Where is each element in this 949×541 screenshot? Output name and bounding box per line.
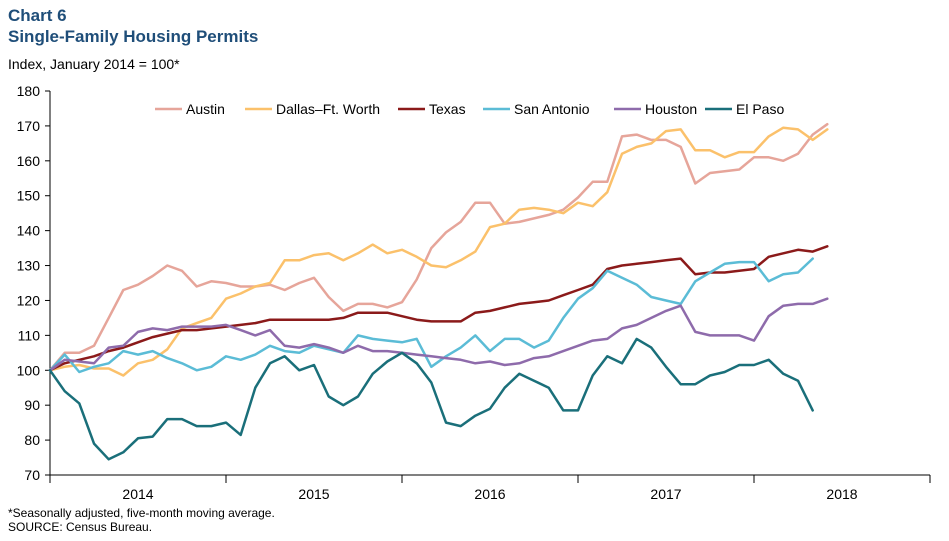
y-tick-label: 150: [17, 188, 41, 204]
y-tick-label: 160: [17, 153, 41, 169]
y-tick-label: 110: [18, 327, 41, 343]
y-tick-label: 130: [17, 258, 41, 274]
series-line-dallas-ft-worth: [48, 126, 829, 377]
legend-label-texas: Texas: [429, 101, 466, 117]
legend-label-austin: Austin: [186, 101, 225, 117]
series-line-texas: [48, 245, 829, 372]
series-line-houston: [48, 297, 829, 372]
y-tick-label: 90: [24, 397, 40, 413]
x-tick-label: 2015: [298, 486, 329, 502]
x-tick-label: 2016: [474, 486, 505, 502]
footnote-source: SOURCE: Census Bureau.: [8, 520, 153, 534]
legend-label-el-paso: El Paso: [736, 101, 784, 117]
chart-axes: 70 80 90 100 110 120 130 140 150 160 170 180 2014 201…: [17, 83, 931, 502]
footnote: *Seasonally adjusted, five-month moving …: [8, 506, 275, 534]
chart-title: Single-Family Housing Permits: [8, 27, 259, 46]
chart-series: [48, 122, 829, 461]
y-tick-label: 100: [17, 362, 41, 378]
x-tick-label: 2014: [122, 486, 153, 502]
y-tick-label: 170: [17, 118, 41, 134]
legend-label-dallas-ft-worth: Dallas–Ft. Worth: [276, 101, 380, 117]
footnote-note: *Seasonally adjusted, five-month moving …: [8, 506, 275, 520]
y-tick-label: 80: [24, 432, 40, 448]
y-tick-label: 120: [17, 292, 41, 308]
series-line-el-paso: [48, 337, 814, 461]
legend-label-san-antonio: San Antonio: [514, 101, 590, 117]
y-tick-label: 70: [24, 467, 40, 483]
legend-label-houston: Houston: [645, 101, 697, 117]
x-tick-label: 2017: [650, 486, 681, 502]
series-line-austin: [48, 122, 829, 372]
series-line-san-antonio: [48, 257, 814, 374]
chart-legend: Austin Dallas–Ft. Worth Texas San Antonio Ho…: [155, 101, 784, 117]
x-tick-label: 2018: [826, 486, 857, 502]
y-tick-label: 140: [17, 223, 41, 239]
chart-number: Chart 6: [8, 6, 67, 25]
line-chart: Austin Dallas–Ft. Worth Texas San Antonio Ho…: [17, 83, 931, 502]
chart-subtitle: Index, January 2014 = 100*: [8, 56, 180, 72]
y-tick-label: 180: [17, 83, 41, 99]
